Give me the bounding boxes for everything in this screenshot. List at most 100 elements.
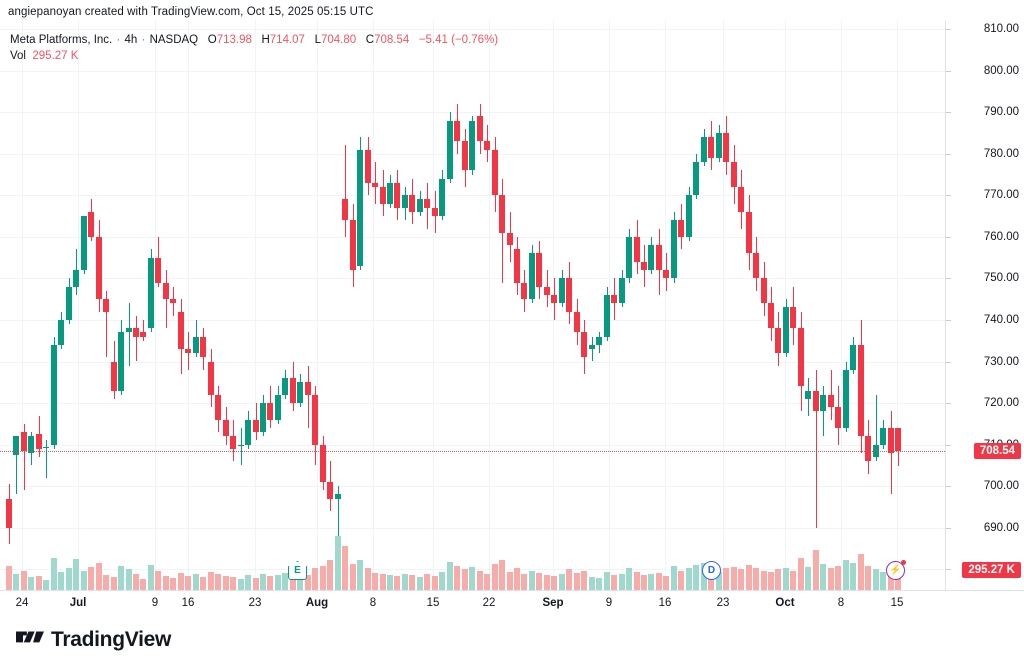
volume-bar xyxy=(118,566,125,590)
volume-bar xyxy=(753,568,760,590)
candle-body xyxy=(252,419,259,433)
volume-bar xyxy=(304,574,311,590)
candle-body xyxy=(312,394,319,445)
price-axis-tick xyxy=(946,236,951,238)
volume-bar xyxy=(775,569,782,590)
volume-bar xyxy=(200,577,207,590)
candle-body xyxy=(319,444,326,482)
candle-body xyxy=(140,332,147,337)
volume-bar xyxy=(850,563,857,590)
legend-interval[interactable]: 4h xyxy=(124,34,138,46)
volume-bar xyxy=(566,569,573,590)
candle-wick xyxy=(16,436,18,495)
volume-bar xyxy=(409,574,416,590)
volume-bar xyxy=(133,573,139,590)
candle-wick xyxy=(830,369,832,420)
volume-bar xyxy=(394,575,401,590)
candle-body xyxy=(491,149,498,196)
time-axis-label: 9 xyxy=(151,597,159,609)
volume-bar xyxy=(103,574,110,590)
volume-bar xyxy=(13,573,20,590)
candle-body xyxy=(103,299,110,312)
current-price-badge[interactable]: 708.54 xyxy=(973,442,1021,459)
volume-bar xyxy=(387,574,393,590)
candle-body xyxy=(147,257,154,329)
price-axis-tick xyxy=(946,278,951,280)
volume-bar xyxy=(573,572,580,590)
price-axis-label: 770.00 xyxy=(983,189,1019,202)
gridline-horizontal xyxy=(0,444,945,446)
candle-body xyxy=(499,195,506,233)
volume-bar xyxy=(95,563,102,590)
time-axis-label: Aug xyxy=(305,597,329,609)
legend-symbol[interactable]: Meta Platforms, Inc. xyxy=(10,34,113,46)
candle-wick xyxy=(46,440,48,478)
candle-wick xyxy=(307,365,309,428)
alert-marker[interactable]: ⚡ xyxy=(886,560,906,580)
candle-body xyxy=(820,394,827,412)
volume-bar xyxy=(88,567,95,590)
volume-bar xyxy=(327,559,334,590)
gridline-vertical xyxy=(897,20,898,590)
time-axis[interactable]: 24 Jul 9 16 23 Aug 8 15 22 Sep 9 16 23 Oct 8 15 xyxy=(0,590,1024,617)
volume-bar xyxy=(812,550,819,590)
volume-bar xyxy=(730,567,737,590)
candle-body xyxy=(237,444,244,447)
candle-wick xyxy=(106,290,108,358)
candle-body xyxy=(760,278,767,304)
volume-bar xyxy=(372,572,379,590)
candle-body xyxy=(842,369,849,428)
volume-bar xyxy=(349,564,356,590)
price-axis-label: 790.00 xyxy=(983,106,1019,119)
notification-dot-icon xyxy=(901,560,906,565)
volume-badge[interactable]: 295.27 K xyxy=(962,562,1021,578)
legend-open-label: O xyxy=(207,34,217,46)
chart-plot-area[interactable]: Meta Platforms, Inc. · 4h · NASDAQ O713.… xyxy=(0,20,945,590)
volume-bar xyxy=(379,573,386,590)
volume-bar xyxy=(827,568,834,590)
candle-body xyxy=(274,394,281,420)
time-axis-label: 16 xyxy=(181,597,195,609)
time-axis-label: 15 xyxy=(890,597,904,609)
price-axis-label: 720.00 xyxy=(983,397,1019,410)
candle-body xyxy=(693,162,700,196)
gridline-horizontal xyxy=(0,319,945,321)
legend-volume-label: Vol xyxy=(10,50,26,62)
tradingview-logo-icon xyxy=(16,631,44,643)
gridline-horizontal xyxy=(0,278,945,280)
gridline-horizontal xyxy=(0,403,945,405)
candle-body xyxy=(155,257,162,283)
volume-bar xyxy=(521,573,528,590)
volume-bar xyxy=(230,577,237,590)
candle-body xyxy=(185,349,192,354)
price-axis[interactable]: 810.00 800.00 790.00 780.00 770.00 760.00 750.… xyxy=(945,20,1024,590)
candle-body xyxy=(297,382,304,404)
volume-bar xyxy=(618,573,625,590)
candle-body xyxy=(446,120,453,179)
time-axis-label: 9 xyxy=(605,597,613,609)
volume-bar xyxy=(543,574,550,590)
volume-bar xyxy=(678,570,685,590)
volume-bar xyxy=(797,557,804,590)
legend-exchange: NASDAQ xyxy=(149,34,199,46)
gridline-vertical xyxy=(22,20,23,590)
earnings-marker[interactable]: E xyxy=(288,561,307,580)
volume-bar xyxy=(282,572,289,590)
price-axis-label: 730.00 xyxy=(983,355,1019,368)
candle-body xyxy=(230,436,237,449)
volume-bar xyxy=(872,569,879,590)
volume-bar xyxy=(222,575,229,590)
candle-body xyxy=(192,336,199,354)
dividend-marker[interactable]: D xyxy=(702,561,721,580)
volume-bar xyxy=(760,570,767,590)
legend-open-value: 713.98 xyxy=(216,34,252,46)
tradingview-logo: TradingView xyxy=(16,628,171,652)
candle-body xyxy=(648,245,655,271)
price-axis-label: 800.00 xyxy=(983,64,1019,77)
price-axis-label: 690.00 xyxy=(983,521,1019,534)
candle-body xyxy=(215,394,222,420)
price-axis-label: 750.00 xyxy=(983,272,1019,285)
volume-bar xyxy=(364,568,371,590)
candle-body xyxy=(439,178,446,217)
price-axis-label: 760.00 xyxy=(983,230,1019,243)
